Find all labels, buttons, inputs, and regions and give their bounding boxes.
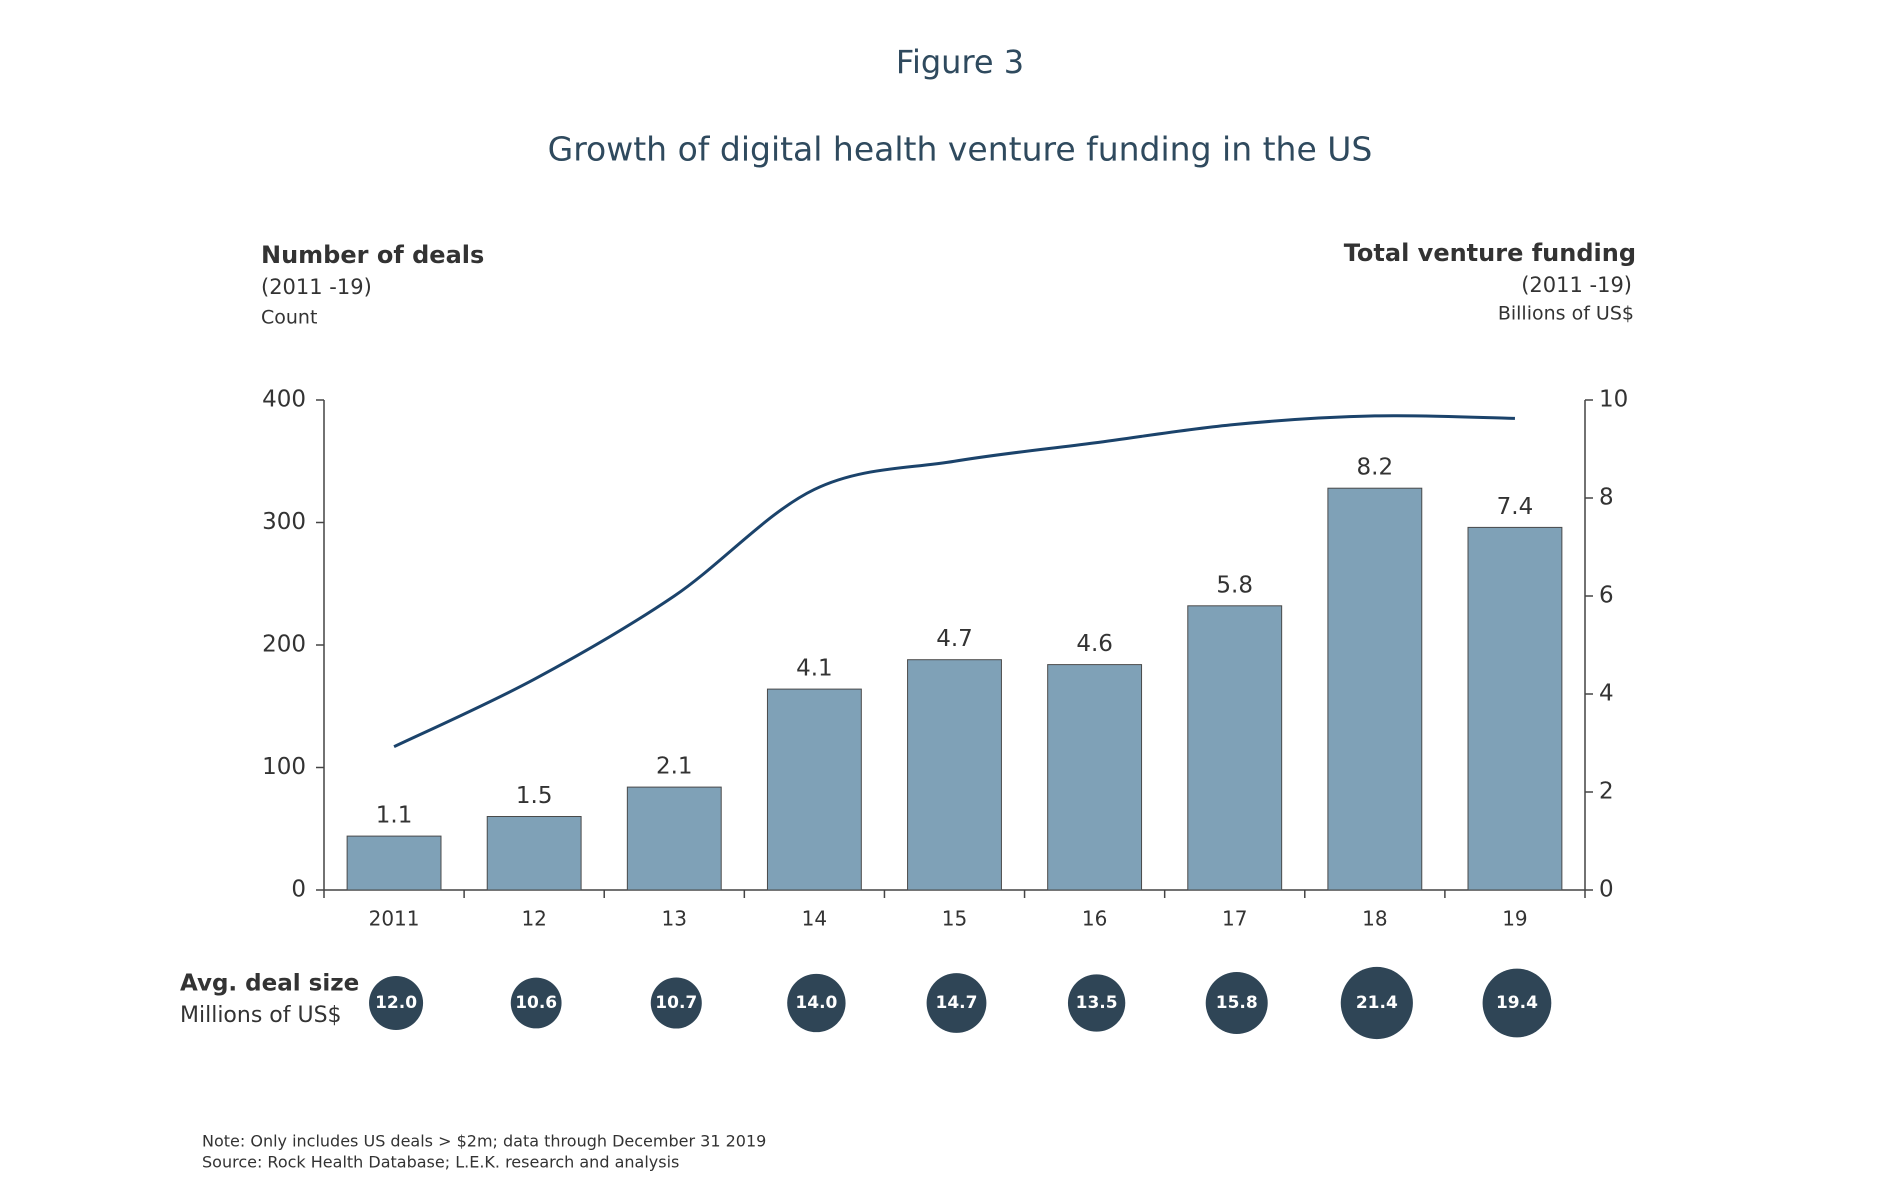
y2-tick-label: 2	[1599, 779, 1614, 805]
bar-label: 8.2	[1357, 455, 1394, 481]
bubble	[369, 975, 424, 1031]
line	[393, 414, 1515, 749]
bar-label: 1.5	[516, 783, 553, 809]
bubble-label: 13.5	[1076, 993, 1118, 1013]
bar-label: 2.1	[656, 754, 693, 780]
bubble	[1205, 971, 1268, 1035]
bubble-title: Avg. deal size	[180, 971, 359, 997]
y2-tick-label: 8	[1599, 485, 1614, 511]
y2-tick-label: 6	[1599, 583, 1614, 609]
bar	[626, 786, 722, 891]
bar-label: 4.7	[936, 626, 973, 652]
x-tick-label: 17	[1222, 907, 1247, 931]
y-tick-label: 400	[262, 387, 306, 413]
x-tick-label: 16	[1082, 907, 1107, 931]
x-tick-label: 13	[662, 907, 687, 931]
y-axis-title: Number of deals	[261, 241, 484, 269]
bubble	[787, 973, 846, 1033]
bar	[1327, 487, 1423, 891]
bubble-label: 10.7	[655, 993, 697, 1013]
bubble-label: 12.0	[375, 993, 417, 1013]
y2-tick-label: 10	[1599, 387, 1628, 413]
bar-label: 4.1	[796, 656, 833, 682]
y2-axis-title: Total venture funding	[1344, 239, 1636, 267]
bar	[1187, 605, 1283, 891]
source: Source: Rock Health Database; L.E.K. res…	[202, 1153, 679, 1172]
y-tick-label: 100	[262, 754, 306, 780]
note: Note: Only includes US deals > $2m; data…	[202, 1132, 766, 1151]
y-axis-subtitle: (2011 -19)	[261, 275, 372, 299]
bubble	[1067, 974, 1126, 1032]
x-tick-label: 19	[1502, 907, 1527, 931]
bar	[1047, 664, 1143, 891]
y-tick-label: 300	[262, 509, 306, 535]
bubble-label: 19.4	[1496, 993, 1538, 1013]
y-axis-unit: Count	[261, 307, 317, 329]
bubble	[926, 973, 987, 1033]
bubble-label: 14.7	[936, 993, 978, 1013]
y2-axis-unit: Billions of US$	[1498, 303, 1634, 325]
x-tick-label: 18	[1362, 907, 1387, 931]
bubble	[510, 977, 562, 1029]
bar	[1467, 526, 1563, 891]
x-tick-label: 2011	[369, 907, 420, 931]
bubble	[1340, 966, 1413, 1040]
y2-axis-subtitle: (2011 -19)	[1521, 273, 1632, 297]
y2-tick-label: 4	[1599, 681, 1614, 707]
y2-tick-label: 0	[1599, 877, 1614, 903]
bubble-label: 14.0	[795, 993, 837, 1013]
y-tick-label: 200	[262, 632, 306, 658]
bar	[346, 835, 442, 891]
bar	[766, 688, 862, 891]
x-tick-label: 15	[942, 907, 967, 931]
y-tick-label: 0	[291, 877, 306, 903]
bubble	[1482, 968, 1552, 1038]
bubble-label: 21.4	[1356, 993, 1398, 1013]
bubble-label: 15.8	[1216, 993, 1258, 1013]
bar-label: 5.8	[1216, 572, 1253, 598]
bar-label: 1.1	[376, 803, 413, 829]
figure-label: Figure 3	[896, 43, 1024, 81]
x-tick-label: 14	[802, 907, 827, 931]
bar	[486, 816, 582, 891]
bar-label: 4.6	[1076, 631, 1113, 657]
x-tick-label: 12	[521, 907, 546, 931]
bubble	[650, 977, 702, 1029]
bubble-subtitle: Millions of US$	[180, 1003, 342, 1028]
bar	[907, 659, 1002, 891]
bar-label: 7.4	[1497, 494, 1534, 520]
chart-title: Growth of digital health venture funding…	[548, 130, 1373, 169]
bubble-label: 10.6	[515, 993, 557, 1013]
